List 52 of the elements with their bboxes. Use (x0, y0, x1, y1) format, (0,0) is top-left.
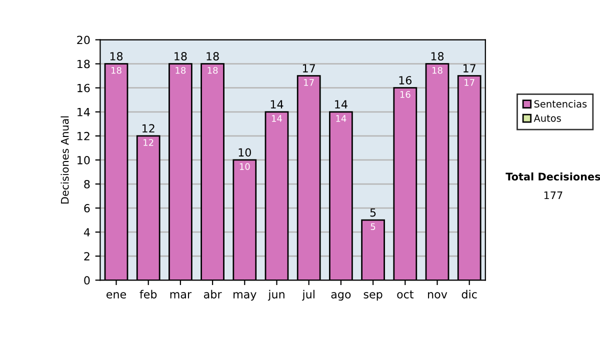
y-axis-title: Decisiones Anual (60, 116, 69, 204)
y-tick-label: 0 (84, 276, 90, 285)
total-label: 5 (370, 208, 376, 217)
y-tick-label: 18 (78, 60, 90, 68)
data-label: 17 (304, 79, 314, 86)
x-tick-label: jul (302, 290, 314, 301)
x-tick-label: sep (364, 292, 382, 301)
legend-label: Autos (534, 114, 561, 122)
x-tick-label: dic (462, 290, 477, 298)
data-label: 17 (464, 79, 474, 86)
x-tick-label: ago (331, 292, 351, 301)
data-label: 18 (432, 66, 442, 74)
data-label: 14 (336, 115, 346, 122)
data-label: 16 (400, 91, 410, 98)
x-tick-label: may (234, 292, 256, 301)
total-label: 18 (431, 52, 444, 60)
x-tick-label: abr (204, 290, 222, 298)
y-tick-label: 20 (77, 36, 90, 44)
total-label: 17 (303, 64, 315, 72)
total-label: 10 (238, 148, 251, 157)
text: Total Decisiones (506, 172, 600, 180)
data-label: 18 (176, 66, 186, 74)
total-label: 18 (110, 52, 123, 60)
total-label: 18 (206, 52, 219, 60)
y-tick-label: 10 (78, 156, 90, 164)
data-label: 10 (240, 163, 250, 170)
x-tick-label: ene (106, 292, 126, 298)
total-label: 17 (464, 64, 476, 72)
x-tick-label: oct (397, 290, 414, 298)
total-label: 14 (335, 100, 348, 108)
data-label: 18 (112, 66, 122, 74)
total-label: 16 (399, 76, 412, 84)
legend-label: Sentencias (534, 100, 587, 108)
data-label: 12 (144, 139, 154, 146)
data-label: 14 (272, 115, 282, 122)
x-tick-label: nov (428, 292, 448, 298)
text: 177 (544, 191, 562, 200)
total-label: 14 (270, 100, 284, 108)
y-tick-label: 16 (78, 84, 90, 92)
x-tick-label: feb (140, 290, 157, 298)
data-label: 18 (208, 66, 218, 74)
y-tick-label: 8 (84, 180, 90, 188)
y-tick-label: 14 (78, 108, 90, 116)
x-tick-label: mar (170, 292, 192, 298)
total-label: 18 (174, 52, 187, 60)
y-tick-label: 2 (84, 252, 90, 260)
data-label: 5 (370, 223, 376, 230)
total-label: 12 (142, 124, 154, 132)
x-tick-label: jun (268, 290, 284, 301)
y-tick-label: 4 (84, 228, 90, 236)
y-tick-label: 12 (78, 132, 90, 140)
y-tick-label: 6 (84, 204, 90, 212)
